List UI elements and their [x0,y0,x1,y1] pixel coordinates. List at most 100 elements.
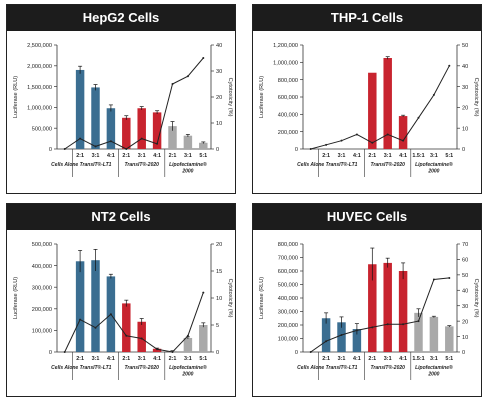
cytotoxicity-point [432,93,435,96]
y-axis-title: Luciferase (RLU) [259,277,265,319]
y2-tick-label: 20 [462,319,468,325]
bar [398,116,408,149]
category-label: 2:1 [322,356,330,362]
chart-panel-hepg2: HepG2 Cells 2,500,000 2,000,000 1,500,000 1… [6,4,236,194]
y2-tick-label: 0 [462,147,465,153]
y-tick-label: 500,000 [32,242,52,248]
category-label: 3:1 [338,153,346,159]
y-tick-label: 1,500,000 [27,85,52,91]
category-label: 3:1 [92,153,100,159]
category-label: 2:1 [368,356,376,362]
category-label: 4:1 [107,356,115,362]
group-label: Lipofectamine® [169,161,207,168]
bar [368,72,377,149]
cytotoxicity-point [325,340,328,343]
cytotoxicity-point [371,141,374,144]
chart-panel-nt2: NT2 Cells 500,000 400,000 300,000 200,000 10… [6,203,236,397]
chart-panel-huvec: HUVEC Cells 800,000 700,000 600,000 500,000… [252,203,482,397]
category-label: 1.5:1 [412,153,424,159]
cytotoxicity-point [402,139,405,142]
category-label: 2:1 [76,153,84,159]
y2-tick-label: 15 [216,269,222,275]
cytotoxicity-point [79,318,82,321]
cytotoxicity-point [79,137,82,140]
bar [75,69,85,149]
cytotoxicity-point [109,313,112,316]
cytotoxicity-point [156,348,159,351]
y2-axis-title: Cytotoxicity (%) [473,279,479,318]
category-label: 2:1 [76,356,84,362]
y-tick-label: 400,000 [32,264,52,270]
cytotoxicity-point [171,351,174,353]
cytotoxicity-line [310,277,450,353]
y2-tick-label: 70 [462,242,468,248]
group-label: 2000 [181,169,193,175]
chart-title: NT2 Cells [7,204,235,230]
cytotoxicity-point [186,334,189,337]
cytotoxicity-point [140,337,143,340]
bar [383,262,392,352]
category-label: 4:1 [353,356,361,362]
y-tick-label: 200,000 [278,130,298,136]
bar [383,58,392,149]
y-tick-label: 300,000 [278,310,298,316]
cytotoxicity-point [202,57,205,59]
y2-tick-label: 50 [462,43,468,49]
y-tick-label: 300,000 [32,285,52,291]
cytotoxicity-point [171,83,174,85]
cytotoxicity-point [355,133,358,136]
cytotoxicity-point [386,323,389,326]
y-tick-label: 0 [49,350,52,356]
y-tick-label: 0 [295,147,298,153]
chart-title: THP-1 Cells [253,5,481,31]
category-label: 3:1 [384,153,392,159]
chart-title: HepG2 Cells [7,5,235,31]
y2-tick-label: 0 [216,147,219,153]
chart-panel-thp1: THP-1 Cells 1,200,000 1,000,000 800,000 600… [252,4,482,194]
cytotoxicity-point [94,326,97,329]
cytotoxicity-point [340,334,343,337]
category-label: 2:1 [322,153,330,159]
bar [106,108,116,149]
huvec-chart: 800,000 700,000 600,000 500,000 400,000 300,0… [259,242,479,380]
y-tick-label: 500,000 [32,126,52,132]
bar [91,260,100,352]
category-label: 3:1 [138,356,146,362]
cytotoxicity-line [64,57,204,150]
y2-axis-title: Cytotoxicity (%) [473,78,479,117]
group-label: 2000 [427,372,439,378]
y2-tick-label: 10 [462,335,468,341]
group-label: Lipofectamine® [415,364,453,371]
group-label: TransIT®-LT1 [80,364,112,371]
cytotoxicity-point [417,320,420,323]
y-axis-title: Luciferase (RLU) [13,277,19,319]
cytotoxicity-point [309,351,312,353]
cytotoxicity-point [140,137,143,140]
bar [445,326,454,352]
category-label: 4:1 [107,153,115,159]
category-label: 2:1 [122,356,130,362]
category-label: 5:1 [445,356,453,362]
category-label: 3:1 [430,153,438,159]
bar [199,325,208,352]
cytotoxicity-line [310,65,450,150]
y2-tick-label: 40 [462,64,468,70]
cytotoxicity-point [432,278,435,281]
cytotoxicity-point [202,291,205,294]
category-label: 3:1 [92,356,100,362]
group-label: Cells Alone [297,365,324,371]
bar [168,126,177,149]
y-tick-label: 600,000 [278,95,298,101]
y-axis-title: Luciferase (RLU) [13,76,19,118]
y2-tick-label: 60 [462,258,468,264]
bar [137,108,146,149]
cytotoxicity-point [125,148,128,150]
thp1-chart: 1,200,000 1,000,000 800,000 600,000 400,000 2… [259,43,479,177]
group-label: Lipofectamine® [169,364,207,371]
y-tick-label: 100,000 [278,337,298,343]
y-tick-label: 1,000,000 [27,106,52,112]
group-label: Cells Alone [51,162,78,168]
y-tick-label: 600,000 [278,269,298,275]
y2-tick-label: 5 [216,323,219,329]
y-tick-label: 400,000 [278,113,298,119]
